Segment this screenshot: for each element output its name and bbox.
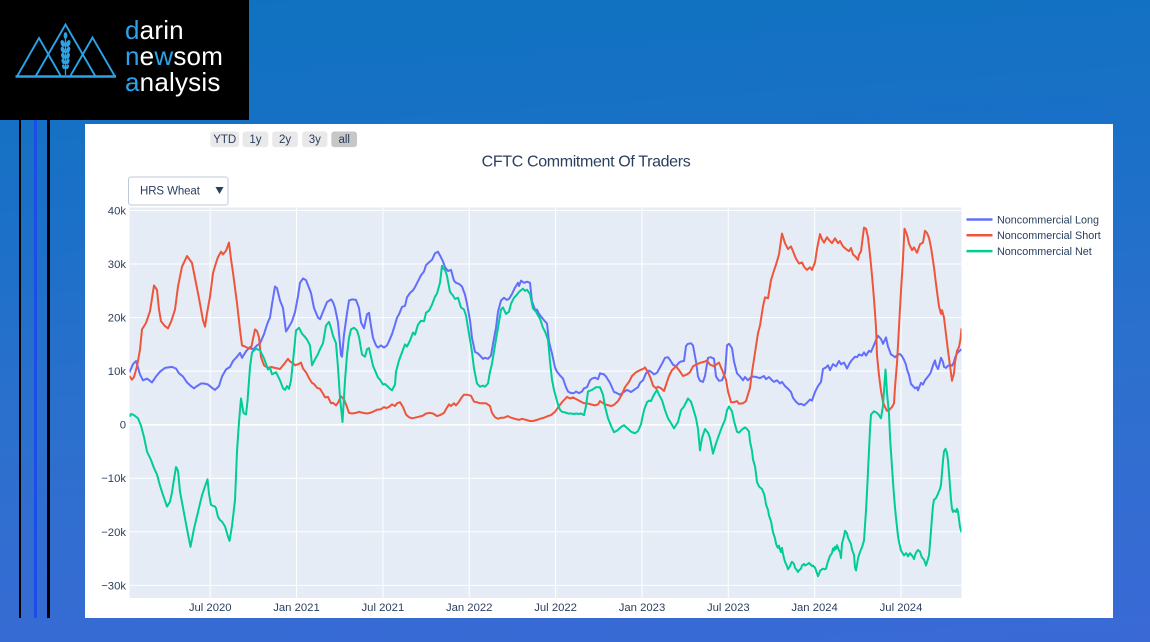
- svg-text:2y: 2y: [279, 134, 291, 146]
- svg-text:YTD: YTD: [213, 134, 236, 146]
- svg-text:20k: 20k: [108, 313, 127, 325]
- svg-text:Jul 2020: Jul 2020: [189, 602, 232, 614]
- svg-text:30k: 30k: [108, 259, 127, 271]
- svg-text:Jul 2022: Jul 2022: [534, 602, 577, 614]
- svg-text:40k: 40k: [108, 206, 127, 218]
- svg-text:Jul 2024: Jul 2024: [880, 602, 923, 614]
- svg-text:1y: 1y: [249, 134, 261, 146]
- svg-text:Noncommercial Net: Noncommercial Net: [997, 246, 1092, 258]
- svg-text:CFTC Commitment Of Traders: CFTC Commitment Of Traders: [482, 154, 691, 171]
- svg-text:Jan 2021: Jan 2021: [273, 602, 319, 614]
- svg-text:Noncommercial Long: Noncommercial Long: [997, 214, 1099, 226]
- svg-text:Jan 2024: Jan 2024: [791, 602, 837, 614]
- svg-text:−10k: −10k: [101, 473, 126, 485]
- svg-text:all: all: [338, 134, 350, 146]
- svg-text:−30k: −30k: [101, 580, 126, 592]
- svg-text:Jan 2023: Jan 2023: [619, 602, 665, 614]
- svg-text:0: 0: [120, 420, 126, 432]
- svg-text:HRS Wheat: HRS Wheat: [140, 186, 201, 198]
- svg-text:Jul 2023: Jul 2023: [707, 602, 750, 614]
- svg-text:10k: 10k: [108, 366, 127, 378]
- svg-text:Noncommercial Short: Noncommercial Short: [997, 230, 1101, 242]
- svg-text:Jan 2022: Jan 2022: [446, 602, 492, 614]
- svg-text:−20k: −20k: [101, 527, 126, 539]
- svg-text:3y: 3y: [309, 134, 321, 146]
- svg-text:Jul 2021: Jul 2021: [362, 602, 405, 614]
